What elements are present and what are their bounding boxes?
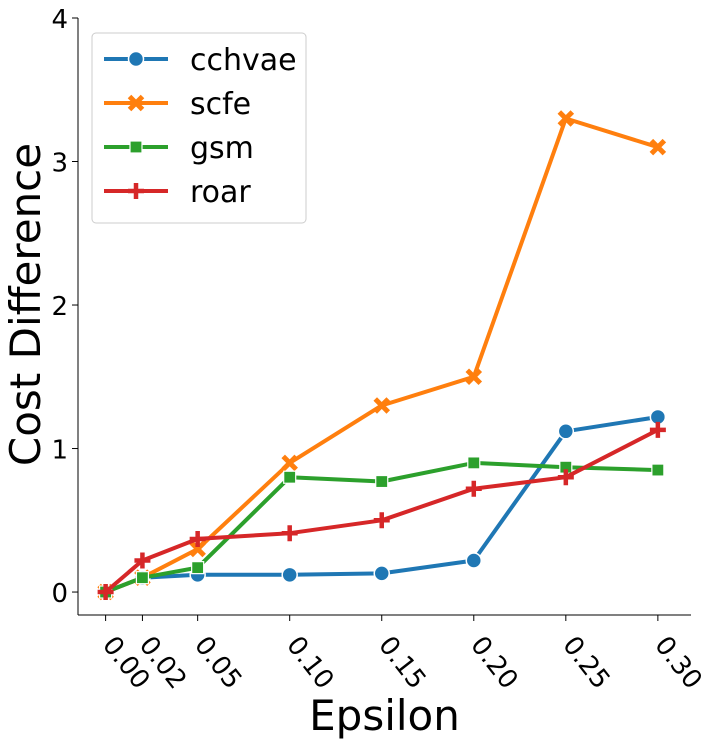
point-gsm xyxy=(283,470,297,484)
legend-marker xyxy=(127,94,145,112)
point-gsm xyxy=(191,561,205,575)
series-gsm xyxy=(99,456,665,599)
point-gsm xyxy=(651,463,665,477)
point-gsm xyxy=(375,474,389,489)
point-scfe xyxy=(189,540,206,558)
point-roar xyxy=(649,421,666,438)
point-cchvae xyxy=(465,552,483,569)
x-tick-label: 0.15 xyxy=(372,631,431,695)
point-cchvae xyxy=(373,565,390,582)
point-roar xyxy=(557,469,574,486)
legend-marker xyxy=(129,140,143,154)
line-gsm xyxy=(104,460,658,594)
legend-box xyxy=(91,32,307,224)
line-scfe xyxy=(104,116,659,594)
legend: cchvae scfe gsm roar xyxy=(91,32,307,224)
y-tick-label: 4 xyxy=(51,5,68,35)
point-scfe xyxy=(373,397,391,414)
point-roar xyxy=(134,552,151,569)
x-tick-label: 0.05 xyxy=(188,631,247,695)
point-gsm xyxy=(467,456,481,470)
legend-item-roar: roar xyxy=(104,175,251,210)
y-tick-label: 1 xyxy=(51,436,68,466)
point-scfe xyxy=(465,368,483,386)
legend-marker xyxy=(128,183,144,199)
legend-item-gsm: gsm xyxy=(104,131,254,166)
point-gsm xyxy=(135,571,150,585)
legend-label: gsm xyxy=(190,131,254,166)
plot-area xyxy=(97,110,667,601)
legend-label: cchvae xyxy=(190,43,297,78)
point-scfe xyxy=(281,454,298,472)
point-roar xyxy=(189,530,206,547)
x-tick-label: 0.20 xyxy=(464,631,523,695)
point-cchvae xyxy=(281,566,298,584)
y-tick-label: 0 xyxy=(51,579,68,609)
point-roar xyxy=(97,584,114,601)
x-tick-label: 0.10 xyxy=(280,631,339,695)
point-scfe xyxy=(649,138,667,156)
point-roar xyxy=(373,512,390,529)
legend-marker xyxy=(127,50,145,68)
legend-label: roar xyxy=(190,175,251,210)
point-cchvae xyxy=(557,423,575,440)
legend-item-cchvae: cchvae xyxy=(104,43,297,78)
y-tick-label: 2 xyxy=(51,292,68,322)
legend-item-scfe: scfe xyxy=(104,87,251,122)
y-axis-title: Cost Difference xyxy=(1,143,50,466)
point-roar xyxy=(281,525,298,542)
point-scfe xyxy=(557,110,575,127)
axes xyxy=(77,18,691,616)
x-tick-label: 0.30 xyxy=(648,631,703,695)
point-roar xyxy=(465,480,482,497)
x-axis-title: Epsilon xyxy=(309,691,460,740)
series-roar xyxy=(97,421,666,601)
x-tick-label: 0.25 xyxy=(556,631,615,695)
legend-label: scfe xyxy=(190,87,251,122)
line-roar xyxy=(104,428,659,594)
y-tick-label: 3 xyxy=(51,149,68,179)
